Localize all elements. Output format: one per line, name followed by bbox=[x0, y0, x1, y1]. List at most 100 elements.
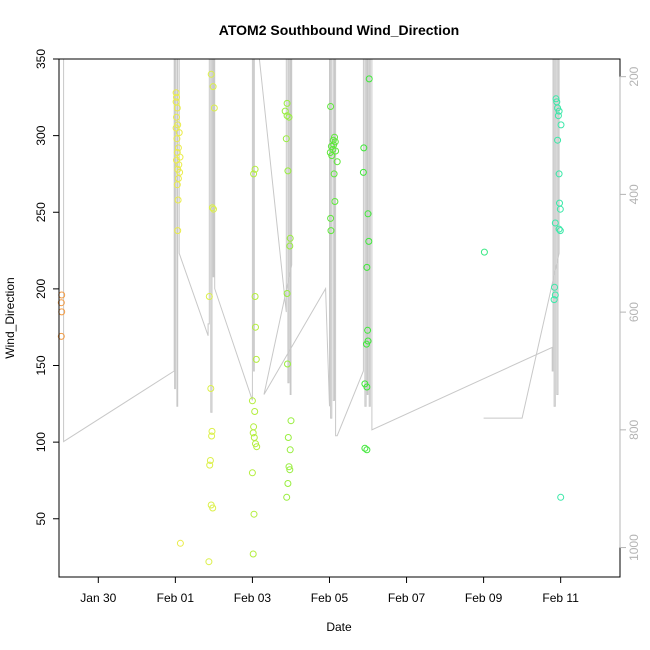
plot-frame bbox=[58, 58, 621, 578]
data-point bbox=[173, 113, 180, 121]
data-point bbox=[209, 504, 217, 512]
data-point bbox=[363, 263, 371, 271]
data-point bbox=[250, 423, 258, 431]
data-point bbox=[283, 493, 291, 501]
data-point bbox=[286, 446, 294, 454]
data-point bbox=[333, 158, 341, 166]
secondary-series-line bbox=[59, 58, 560, 443]
data-point bbox=[359, 168, 367, 176]
data-point bbox=[480, 248, 488, 256]
secondary-tick-label: 400 bbox=[627, 184, 641, 204]
data-point bbox=[330, 170, 338, 178]
data-point bbox=[550, 296, 558, 304]
data-point bbox=[207, 70, 215, 78]
data-point bbox=[555, 107, 563, 115]
data-point bbox=[172, 89, 180, 97]
y-axis: 50 100 150 200 250 300 350 bbox=[34, 49, 60, 526]
data-point bbox=[175, 161, 183, 169]
data-point bbox=[174, 175, 182, 182]
data-point bbox=[364, 326, 372, 334]
chart-title: ATOM2 Southbound Wind_Direction bbox=[219, 22, 459, 38]
x-tick-label: Feb 09 bbox=[465, 591, 503, 605]
data-point bbox=[57, 332, 65, 340]
x-tick-label: Feb 03 bbox=[234, 591, 272, 605]
data-point bbox=[286, 234, 294, 242]
data-point bbox=[208, 432, 216, 440]
data-point bbox=[364, 210, 372, 218]
data-point bbox=[361, 444, 369, 452]
data-point bbox=[331, 198, 339, 205]
y-tick-label: 250 bbox=[34, 202, 48, 222]
data-point bbox=[248, 397, 256, 405]
data-point bbox=[281, 107, 289, 115]
data-point bbox=[251, 293, 259, 300]
data-point bbox=[557, 121, 565, 129]
data-point bbox=[250, 510, 258, 518]
data-point bbox=[252, 355, 260, 363]
data-point bbox=[365, 237, 373, 245]
data-point bbox=[327, 214, 335, 222]
data-point bbox=[551, 283, 558, 291]
y-tick-label: 50 bbox=[34, 512, 48, 526]
x-axis: Jan 30 Feb 01 Feb 03 Feb 05 Feb 07 Feb 09 Feb … bbox=[80, 576, 579, 605]
data-point bbox=[249, 429, 257, 437]
y-tick-label: 350 bbox=[34, 49, 48, 69]
data-point bbox=[329, 136, 337, 144]
data-point bbox=[173, 181, 181, 189]
x-tick-label: Feb 11 bbox=[542, 591, 579, 605]
data-point bbox=[555, 170, 563, 178]
x-tick-label: Feb 05 bbox=[311, 591, 349, 605]
secondary-y-axis: 200 400 600 800 1000 bbox=[619, 66, 641, 561]
data-point bbox=[556, 227, 564, 235]
secondary-tick-label: 200 bbox=[627, 66, 641, 86]
data-point bbox=[205, 293, 213, 300]
data-point bbox=[365, 75, 373, 83]
y-tick-label: 100 bbox=[34, 432, 48, 452]
data-point bbox=[253, 443, 261, 451]
x-tick-label: Feb 01 bbox=[157, 591, 195, 605]
data-point bbox=[554, 112, 562, 120]
data-point bbox=[173, 93, 180, 101]
data-point bbox=[210, 104, 218, 112]
x-tick-label: Jan 30 bbox=[80, 591, 116, 605]
data-point bbox=[173, 104, 181, 112]
data-point bbox=[284, 434, 292, 441]
data-point bbox=[551, 291, 559, 299]
data-point bbox=[207, 385, 215, 392]
data-point bbox=[251, 408, 259, 415]
data-point bbox=[554, 136, 562, 144]
data-point bbox=[287, 417, 295, 425]
data-point bbox=[208, 204, 216, 212]
data-point bbox=[327, 227, 335, 235]
data-point bbox=[206, 457, 214, 464]
data-point bbox=[209, 83, 217, 91]
data-point bbox=[175, 129, 183, 137]
data-point bbox=[360, 144, 368, 152]
data-point bbox=[249, 550, 257, 558]
data-point bbox=[174, 196, 182, 204]
data-point bbox=[556, 205, 564, 213]
data-point bbox=[205, 558, 213, 566]
data-point bbox=[283, 99, 291, 107]
x-axis-label: Date bbox=[326, 620, 352, 634]
data-point bbox=[250, 170, 258, 178]
data-point bbox=[248, 469, 256, 477]
data-point bbox=[284, 167, 292, 175]
data-point bbox=[284, 360, 291, 368]
data-point bbox=[327, 103, 335, 110]
data-point bbox=[283, 290, 291, 297]
data-point bbox=[363, 340, 370, 348]
data-points-layer bbox=[57, 70, 565, 566]
data-point bbox=[552, 95, 560, 103]
data-point bbox=[210, 205, 217, 213]
data-point bbox=[284, 480, 292, 487]
y-tick-label: 200 bbox=[34, 279, 48, 299]
data-point bbox=[363, 446, 371, 454]
y-tick-label: 150 bbox=[34, 355, 48, 375]
data-point bbox=[555, 225, 563, 233]
data-point bbox=[173, 135, 181, 143]
data-point bbox=[285, 113, 293, 121]
secondary-tick-label: 600 bbox=[627, 302, 641, 322]
data-point bbox=[363, 383, 371, 391]
